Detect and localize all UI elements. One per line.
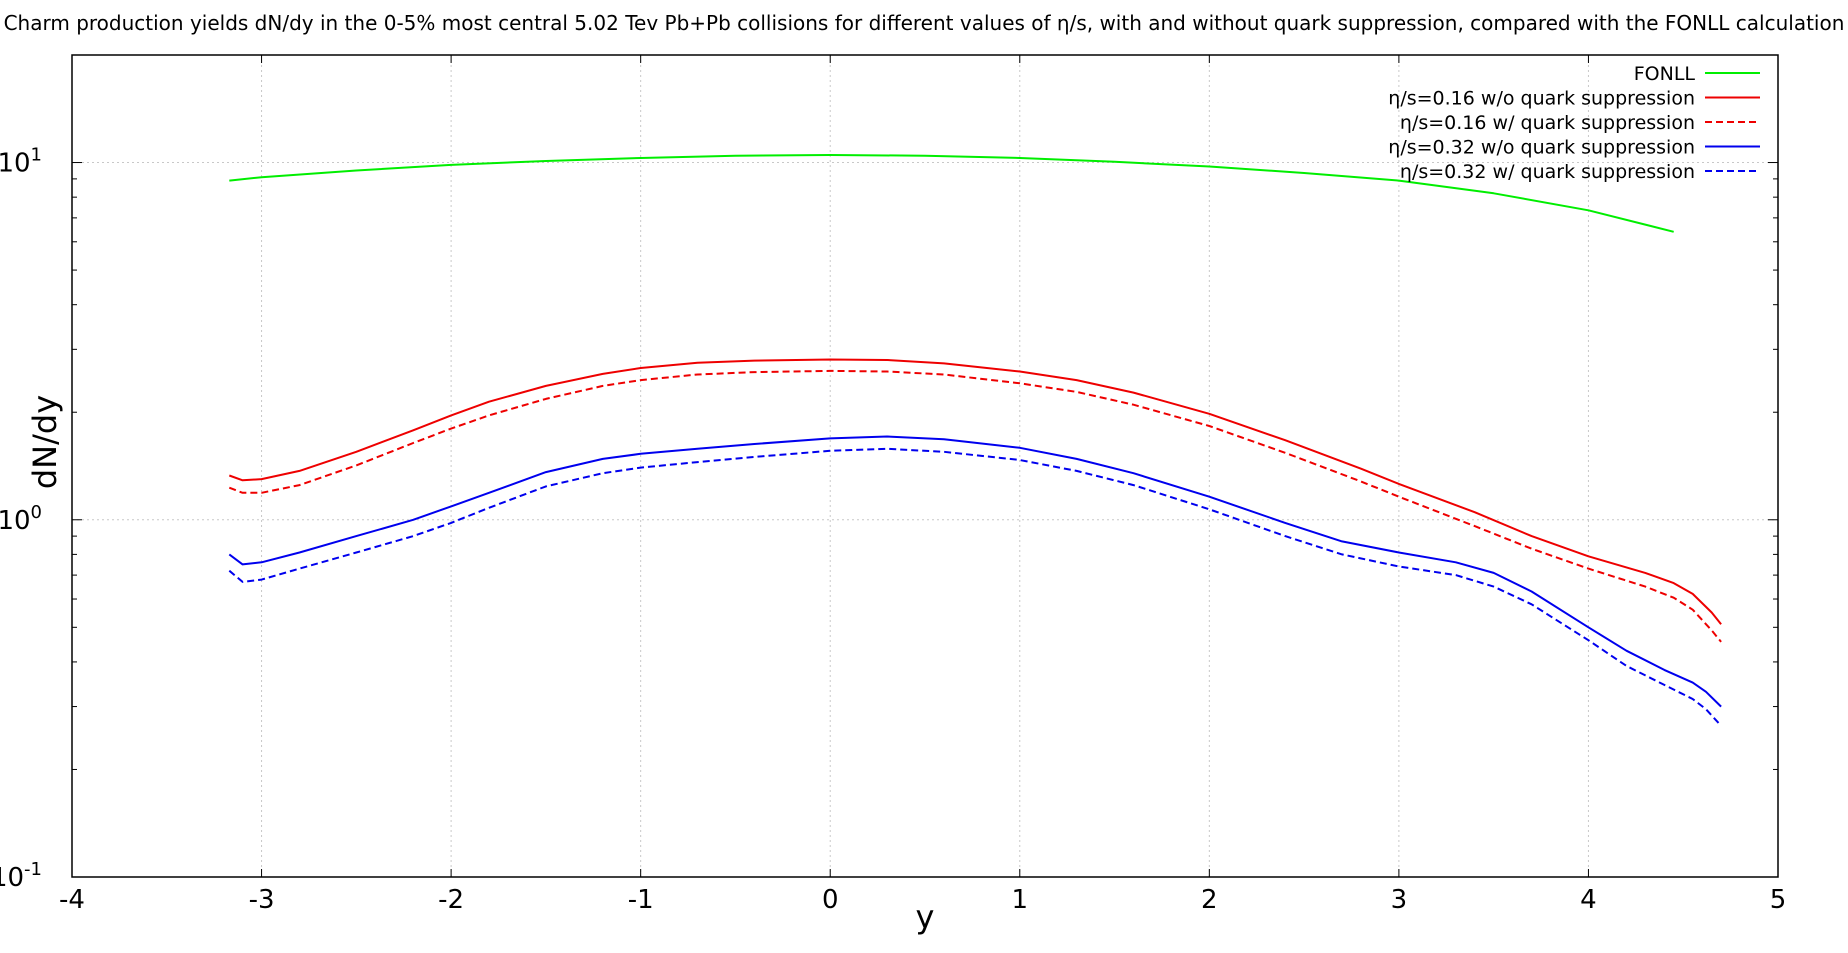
- x-tick-labels: -4 -3 -2 -1 0 1 2 3 4 5: [59, 885, 1786, 915]
- series-line-3: [228, 369, 1722, 643]
- x-tick-label: -4: [59, 885, 85, 915]
- legend-item-4: η/s=0.32 w/o quark suppression: [1388, 137, 1760, 159]
- y-tick-label: 101: [0, 145, 42, 179]
- x-tick-label: 2: [1201, 885, 1218, 915]
- legend-label: η/s=0.16 w/o quark suppression: [1388, 88, 1695, 110]
- legend-label: η/s=0.16 w/ quark suppression: [1400, 112, 1695, 134]
- x-tick-label: -1: [628, 885, 654, 915]
- x-tick-label: 0: [822, 885, 839, 915]
- series-line-4: [228, 435, 1722, 708]
- x-tick-label: 5: [1770, 885, 1787, 915]
- x-tick-label: -3: [249, 885, 275, 915]
- series-lines: [228, 154, 1722, 727]
- x-tick-label: 4: [1580, 885, 1597, 915]
- axis-ticks: [71, 55, 1779, 878]
- x-tick-label: 3: [1391, 885, 1408, 915]
- legend-item-3: η/s=0.16 w/ quark suppression: [1400, 112, 1760, 134]
- legend-label: FONLL: [1634, 63, 1696, 85]
- y-tick-labels: 10-1 100 101: [0, 145, 42, 893]
- y-axis-label: dN/dy: [26, 395, 64, 489]
- y-tick-label: 100: [0, 502, 42, 536]
- series-line-5: [228, 447, 1722, 727]
- x-axis-label: y: [916, 898, 935, 936]
- x-tick-label: 1: [1012, 885, 1029, 915]
- legend-item-2: η/s=0.16 w/o quark suppression: [1388, 88, 1760, 110]
- plot-frame: [71, 54, 1779, 878]
- y-tick-label: 10-1: [0, 859, 42, 893]
- legend-label: η/s=0.32 w/o quark suppression: [1388, 137, 1695, 159]
- legend-item-5: η/s=0.32 w/ quark suppression: [1400, 161, 1760, 183]
- series-line-2: [228, 358, 1722, 625]
- x-tick-label: -2: [438, 885, 464, 915]
- legend-label: η/s=0.32 w/ quark suppression: [1400, 161, 1695, 183]
- legend-item-1: FONLL: [1634, 63, 1760, 85]
- series-line-1: [229, 154, 1674, 233]
- chart-title: Charm production yields dN/dy in the 0-5…: [4, 11, 1845, 35]
